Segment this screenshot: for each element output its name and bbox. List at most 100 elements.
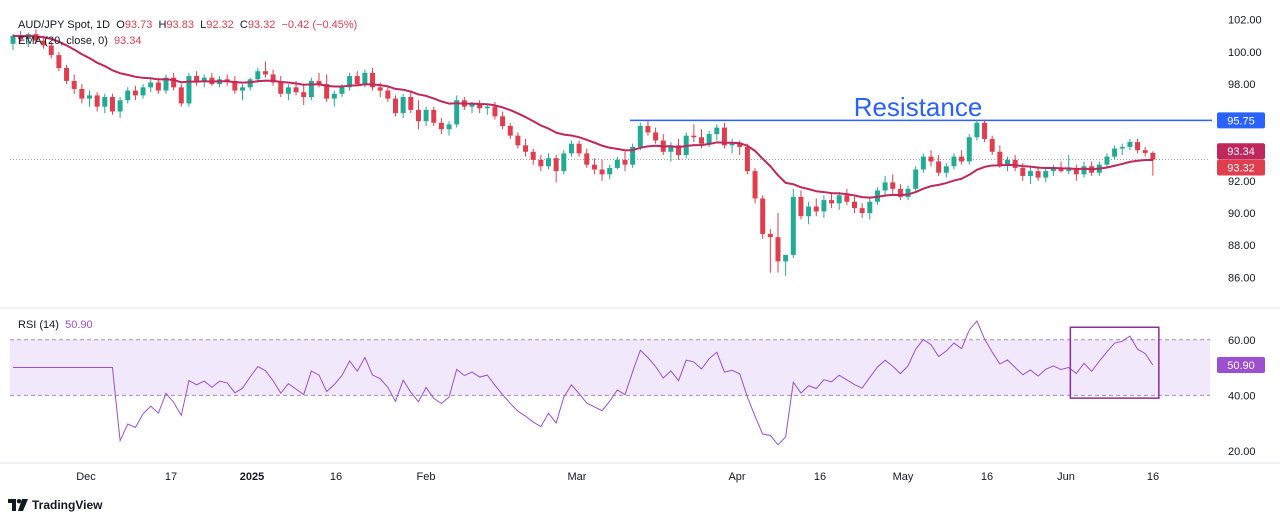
- candle-body: [1027, 171, 1033, 176]
- candle-body: [974, 122, 980, 138]
- candle-body: [897, 188, 903, 197]
- candle-body: [1043, 171, 1049, 178]
- rsi-legend: RSI (14) 50.90: [18, 318, 93, 332]
- candle-body: [982, 122, 988, 139]
- time-tick-label: Mar: [568, 471, 587, 483]
- candle-body: [599, 169, 605, 175]
- high-value: 93.83: [166, 19, 194, 31]
- candle-body: [163, 77, 169, 91]
- candle-body: [94, 95, 100, 107]
- candle-body: [431, 109, 437, 123]
- candle-body: [607, 167, 613, 175]
- candle-body: [194, 76, 200, 81]
- rsi-label: RSI (14): [18, 319, 59, 331]
- candle-body: [829, 200, 835, 204]
- candle-body: [224, 79, 230, 81]
- candle-body: [18, 35, 24, 39]
- candle-body: [316, 80, 322, 85]
- candle-body: [1035, 171, 1041, 178]
- candle-body: [79, 88, 85, 99]
- candle-body: [653, 132, 659, 141]
- candle-body: [1127, 142, 1133, 147]
- candle-body: [523, 145, 529, 152]
- candle-body: [385, 90, 391, 99]
- candle-body: [71, 80, 77, 89]
- close-value: 93.32: [247, 19, 276, 31]
- candle-body: [1073, 169, 1079, 175]
- candle-body: [438, 122, 444, 130]
- candle-body: [171, 77, 177, 88]
- ema-label: EMA (20, close, 0): [18, 35, 108, 47]
- symbol-label: AUD/JPY Spot, 1D: [18, 19, 111, 31]
- rsi-layer: [13, 319, 1160, 446]
- candle-body: [255, 71, 261, 80]
- candle-body: [668, 145, 674, 152]
- candle-body: [240, 87, 245, 91]
- candle-body: [56, 55, 62, 68]
- candle-body: [905, 188, 911, 197]
- candle-body: [400, 97, 406, 114]
- candle-body: [293, 87, 299, 93]
- candle-body: [125, 90, 131, 101]
- rsi-highlight-box: [1069, 326, 1160, 399]
- rsi-tick-label: 60.00: [1228, 335, 1256, 347]
- candle-body: [324, 84, 330, 99]
- candle-body: [109, 97, 115, 112]
- ema-layer: [12, 34, 1153, 199]
- candles-layer: [10, 29, 1156, 276]
- candle-body: [377, 87, 383, 91]
- candle-body: [699, 137, 704, 144]
- candle-body: [530, 151, 536, 160]
- candle-body: [928, 156, 934, 162]
- rsi-value-label: 50.90: [1227, 360, 1255, 372]
- candle-body: [1104, 156, 1110, 165]
- tradingview-brand[interactable]: TradingView: [8, 498, 102, 512]
- candle-body: [637, 126, 643, 147]
- rsi-tick-label: 40.00: [1228, 390, 1256, 402]
- close-label: C: [239, 19, 248, 31]
- price-tick-label: 98.00: [1228, 79, 1256, 91]
- candle-body: [132, 90, 138, 96]
- rsi-value-label-bg: [1217, 357, 1265, 374]
- time-tick-label: 16: [814, 471, 826, 483]
- candle-body: [813, 206, 819, 212]
- candle-body: [1135, 142, 1141, 151]
- candle-body: [33, 34, 39, 41]
- candle-body: [87, 95, 92, 99]
- candle-body: [102, 97, 108, 107]
- candle-body: [591, 164, 597, 170]
- candle-body: [1050, 167, 1056, 172]
- candle-body: [538, 159, 544, 167]
- candle-body: [576, 143, 582, 154]
- candle-body: [484, 106, 490, 109]
- candle-body: [362, 72, 368, 85]
- rsi-band-lines: [10, 339, 1210, 396]
- candle-body: [285, 87, 291, 94]
- candle-body: [729, 143, 735, 146]
- candle-body: [1012, 159, 1018, 168]
- price-tick-label: 88.00: [1228, 240, 1256, 252]
- candle-body: [148, 82, 154, 88]
- candle-body: [966, 137, 972, 162]
- candle-body: [270, 74, 276, 83]
- candle-body: [760, 198, 766, 234]
- candle-body: [844, 195, 850, 202]
- price-legend: AUD/JPY Spot, 1D O93.73 H93.83 L92.32 C9…: [18, 18, 357, 32]
- candle-body: [913, 169, 919, 189]
- candle-body: [1150, 152, 1156, 160]
- candle-body: [48, 45, 54, 56]
- candle-body: [339, 87, 345, 94]
- candle-body: [951, 156, 957, 167]
- candle-body: [155, 82, 161, 91]
- candle-body: [890, 182, 896, 189]
- candle-body: [201, 77, 207, 81]
- candle-body: [1142, 150, 1148, 153]
- candle-body: [630, 146, 636, 165]
- time-tick-label: Apr: [728, 471, 745, 483]
- candle-body: [645, 126, 651, 133]
- tradingview-logo-icon: [8, 499, 28, 511]
- candle-body: [553, 158, 559, 172]
- time-tick-label: 16: [330, 471, 342, 483]
- ema-value: 93.34: [114, 35, 142, 47]
